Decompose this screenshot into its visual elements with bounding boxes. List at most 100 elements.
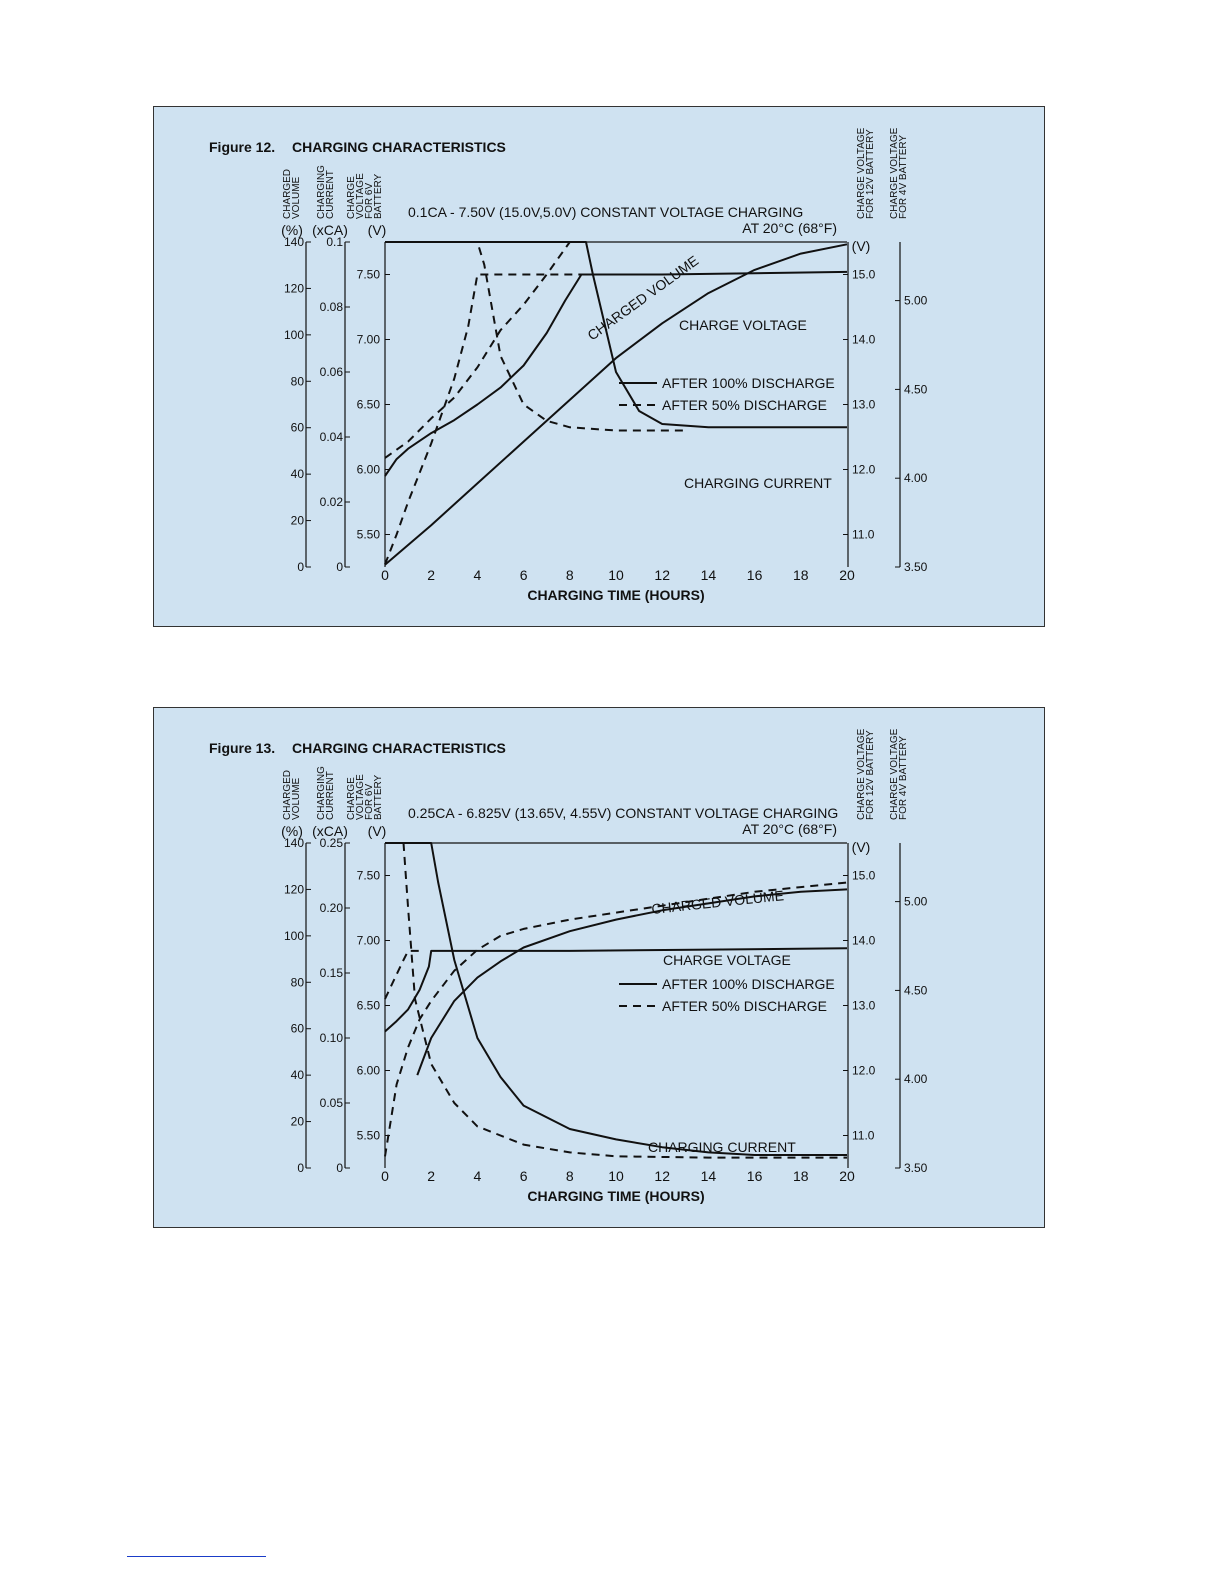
voltage6-tick-label: 7.00 <box>357 333 381 347</box>
voltage4-tick-label: 5.00 <box>904 294 928 308</box>
current-axis-unit: (xCA) <box>312 823 348 839</box>
voltage6-axis-title: VOLTAGE <box>355 774 366 820</box>
x-tick-label: 4 <box>474 567 482 583</box>
volume-tick-label: 140 <box>284 235 304 249</box>
x-tick-label: 2 <box>427 1168 435 1184</box>
legend-dashed-label: AFTER 50% DISCHARGE <box>662 998 827 1014</box>
current-axis-title: CHARGING <box>316 766 327 820</box>
voltage6-tick-label: 7.50 <box>357 869 381 883</box>
chart-figure-13: Figure 13. CHARGING CHARACTERISTICS 0.25CA… <box>209 728 928 1204</box>
volume-tick-label: 80 <box>291 975 305 989</box>
volume-axis-unit: (%) <box>281 823 303 839</box>
voltage6-tick-label: 5.50 <box>357 1129 381 1143</box>
chart-title: CHARGING CHARACTERISTICS <box>292 740 506 756</box>
figure-label: Figure 13. <box>209 740 275 756</box>
series-charge-voltage-dashed <box>384 273 593 565</box>
current-tick-label: 0.1 <box>326 235 343 249</box>
chart-title: CHARGING CHARACTERISTICS <box>292 139 506 155</box>
voltage12-tick-label: 14.0 <box>852 333 876 347</box>
chart-panel-figure-13: Figure 13. CHARGING CHARACTERISTICS 0.25CA… <box>153 707 1045 1228</box>
voltage12-tick-label: 15.0 <box>852 869 876 883</box>
figure-label: Figure 12. <box>209 139 275 155</box>
x-tick-label: 16 <box>747 567 763 583</box>
voltage4-tick-label: 4.00 <box>904 471 928 485</box>
series-charged-volume-dashed <box>384 241 571 459</box>
series-charge-voltage-solid <box>384 947 848 1033</box>
chart-panel-figure-12: Figure 12. CHARGING CHARACTERISTICS 0.1CA … <box>153 106 1045 627</box>
voltage6-axis-unit: (V) <box>368 823 387 839</box>
volume-tick-label: 20 <box>291 514 305 528</box>
voltage4-tick-label: 3.50 <box>904 1161 928 1175</box>
voltage6-axis-title: BATTERY <box>373 173 384 219</box>
series-charging-current-solid <box>385 241 847 429</box>
x-tick-label: 20 <box>839 1168 855 1184</box>
legend-dashed-label: AFTER 50% DISCHARGE <box>662 397 827 413</box>
x-tick-label: 14 <box>701 1168 717 1184</box>
current-tick-label: 0.05 <box>320 1096 344 1110</box>
annotation-charged-volume: CHARGED VOLUME <box>651 887 785 917</box>
voltage4-axis-title: FOR 4V BATTERY <box>898 736 909 820</box>
x-tick-label: 14 <box>701 567 717 583</box>
current-tick-label: 0.20 <box>320 901 344 915</box>
x-axis-title: CHARGING TIME (HOURS) <box>527 1188 704 1204</box>
x-tick-label: 8 <box>566 1168 574 1184</box>
voltage12-axis-title: FOR 12V BATTERY <box>865 730 876 820</box>
chart-subtitle: 0.25CA - 6.825V (13.65V, 4.55V) CONSTANT… <box>408 805 838 821</box>
current-tick-label: 0.06 <box>320 365 344 379</box>
volume-axis-title: CHARGED <box>282 770 293 820</box>
volume-tick-label: 0 <box>297 560 304 574</box>
x-tick-label: 18 <box>793 1168 809 1184</box>
current-tick-label: 0.15 <box>320 966 344 980</box>
x-tick-label: 6 <box>520 1168 528 1184</box>
volume-axis-title: VOLUME <box>291 777 302 820</box>
volume-tick-label: 120 <box>284 882 304 896</box>
voltage6-axis-title: CHARGE <box>346 176 357 219</box>
current-axis-title: CHARGING <box>316 165 327 219</box>
x-tick-label: 10 <box>608 1168 624 1184</box>
volume-tick-label: 140 <box>284 836 304 850</box>
voltage6-tick-label: 7.00 <box>357 934 381 948</box>
x-tick-label: 10 <box>608 567 624 583</box>
voltage6-tick-label: 6.50 <box>357 398 381 412</box>
voltage12-tick-label: 12.0 <box>852 463 876 477</box>
voltage12-axis-unit: (V) <box>852 238 871 254</box>
voltage12-axis-unit: (V) <box>852 839 871 855</box>
voltage6-axis-unit: (V) <box>368 222 387 238</box>
chart-temperature: AT 20°C (68°F) <box>742 821 837 837</box>
x-tick-label: 18 <box>793 567 809 583</box>
x-tick-label: 8 <box>566 567 574 583</box>
annotation-charge-voltage: CHARGE VOLTAGE <box>663 952 791 968</box>
voltage12-tick-label: 15.0 <box>852 268 876 282</box>
voltage6-axis-title: FOR 6V <box>364 784 375 820</box>
chart-temperature: AT 20°C (68°F) <box>742 220 837 236</box>
annotation-charging-current: CHARGING CURRENT <box>648 1139 796 1155</box>
voltage6-axis-title: FOR 6V <box>364 183 375 219</box>
volume-axis-unit: (%) <box>281 222 303 238</box>
chart-subtitle: 0.1CA - 7.50V (15.0V,5.0V) CONSTANT VOLT… <box>408 204 803 220</box>
volume-tick-label: 100 <box>284 328 304 342</box>
current-tick-label: 0.04 <box>320 430 344 444</box>
x-tick-label: 2 <box>427 567 435 583</box>
voltage12-tick-label: 13.0 <box>852 398 876 412</box>
voltage12-tick-label: 13.0 <box>852 999 876 1013</box>
series-charged-volume-solid <box>384 243 848 566</box>
current-tick-label: 0 <box>336 560 343 574</box>
voltage12-tick-label: 12.0 <box>852 1064 876 1078</box>
series-charged-volume-solid <box>416 888 848 1076</box>
annotation-charge-voltage: CHARGE VOLTAGE <box>679 317 807 333</box>
series-charging-current-solid <box>385 842 847 1156</box>
footer-rule <box>127 1556 266 1557</box>
current-tick-label: 0.10 <box>320 1031 344 1045</box>
voltage6-tick-label: 7.50 <box>357 268 381 282</box>
legend-solid-label: AFTER 100% DISCHARGE <box>662 976 835 992</box>
x-axis-title: CHARGING TIME (HOURS) <box>527 587 704 603</box>
voltage12-axis-title: CHARGE VOLTAGE <box>856 127 867 219</box>
current-axis-unit: (xCA) <box>312 222 348 238</box>
current-tick-label: 0.25 <box>320 836 344 850</box>
current-axis-title: CURRENT <box>325 771 336 820</box>
voltage6-tick-label: 6.00 <box>357 1064 381 1078</box>
voltage4-axis-title: FOR 4V BATTERY <box>898 135 909 219</box>
x-tick-label: 20 <box>839 567 855 583</box>
x-tick-label: 4 <box>474 1168 482 1184</box>
x-tick-label: 12 <box>654 567 670 583</box>
